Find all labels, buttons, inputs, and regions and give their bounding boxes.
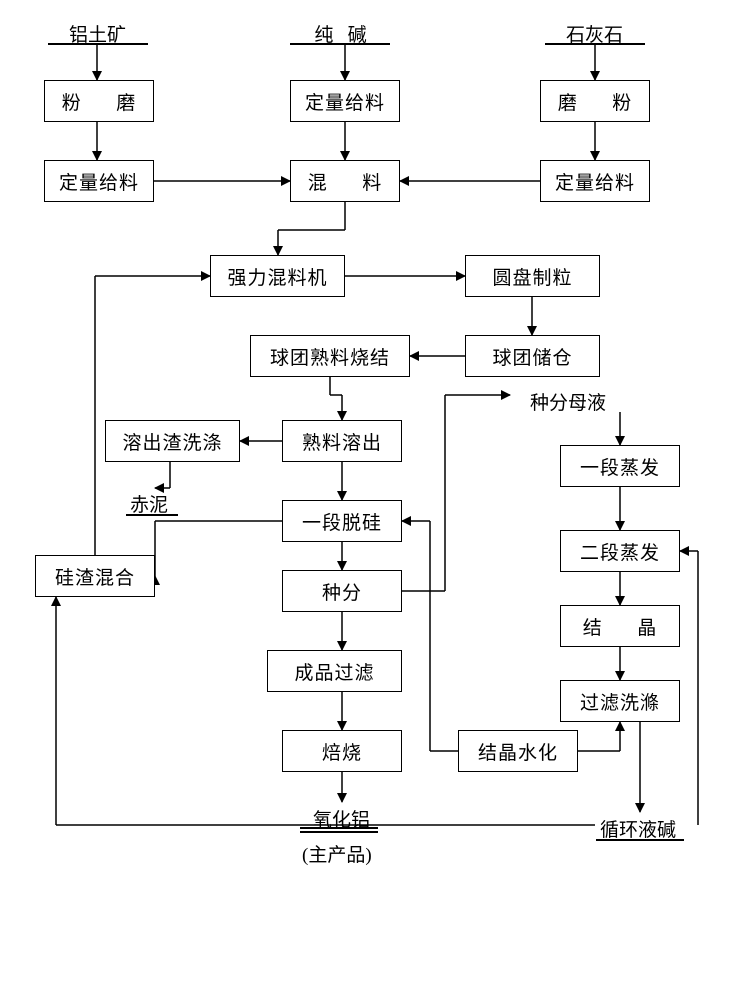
flowchart-canvas: 铝土矿纯 碱石灰石粉 磨定量给料磨 粉定量给料混 料定量给料强力混料机圆盘制粒球… (0, 0, 745, 1000)
node-n_gzhh: 硅渣混合 (35, 555, 155, 597)
node-n_slrc: 熟料溶出 (282, 420, 402, 462)
label-chini: 赤泥 (130, 490, 168, 517)
underline-chini (126, 514, 178, 516)
label-zcp: (主产品) (302, 840, 372, 867)
node-n_cpgl: 成品过滤 (267, 650, 402, 692)
input-bar-in1 (48, 43, 148, 45)
node-n_ydgs: 一段脱硅 (282, 500, 402, 542)
input-bar-in3 (545, 43, 645, 45)
label-xhyj: 循环液碱 (600, 815, 676, 842)
dblbar-2 (300, 831, 378, 833)
node-n_zf: 种分 (282, 570, 402, 612)
node-n_jjsh: 结晶水化 (458, 730, 578, 772)
node-n_ypzl: 圆盘制粒 (465, 255, 600, 297)
node-n_rcrx: 溶出渣洗涤 (105, 420, 240, 462)
node-n_qtcc: 球团储仓 (465, 335, 600, 377)
node-n_mofen: 磨 粉 (540, 80, 650, 122)
node-n_dlgl0: 定量给料 (44, 160, 154, 202)
node-n_qlhlj: 强力混料机 (210, 255, 345, 297)
node-n_dlgl1: 定量给料 (290, 80, 400, 122)
underline-xhyj (596, 839, 684, 841)
node-n_edgzf: 二段蒸发 (560, 530, 680, 572)
node-n_glxd: 过滤洗滌 (560, 680, 680, 722)
node-n_qtslsj: 球团熟料烧结 (250, 335, 410, 377)
node-n_hunliao: 混 料 (290, 160, 400, 202)
label-zfmy: 种分母液 (530, 388, 606, 415)
node-n_fenmo: 粉 磨 (44, 80, 154, 122)
node-n_ydgzf: 一段蒸发 (560, 445, 680, 487)
node-n_bs: 焙烧 (282, 730, 402, 772)
input-bar-in2 (290, 43, 390, 45)
dblbar-1 (300, 827, 378, 829)
node-n_jj: 结 晶 (560, 605, 680, 647)
node-n_dlgl2: 定量给料 (540, 160, 650, 202)
